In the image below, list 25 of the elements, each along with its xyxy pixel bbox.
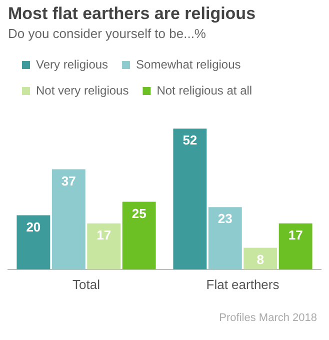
bar [244,248,278,270]
text: Profiles March 2018 [219,312,317,324]
bar [122,202,156,270]
chart-subtitle: Do you consider yourself to be...% [8,26,207,41]
chart-title: Most flat earthers are religious [8,4,257,24]
bar [52,169,86,270]
data-label: 25 [132,206,146,221]
data-label: 37 [61,173,76,188]
data-label: 20 [26,219,41,234]
x-tick-label: Flat earthers [206,276,280,292]
bar [278,223,312,270]
data-label: 8 [256,252,264,267]
data-label: 17 [96,227,112,242]
bar [173,128,207,270]
data-label: 17 [288,227,303,242]
data-label: 52 [182,132,198,148]
bar [208,207,242,270]
data-label: 23 [218,211,232,226]
legend-label: Somewhat religious [136,57,241,72]
bar [87,223,121,270]
legend-label: Not religious at all [156,83,252,98]
bar [16,215,50,270]
x-tick-label: Total [72,276,100,292]
legend-label: Not very religious [36,83,129,98]
legend-label: Very religious [36,57,108,72]
